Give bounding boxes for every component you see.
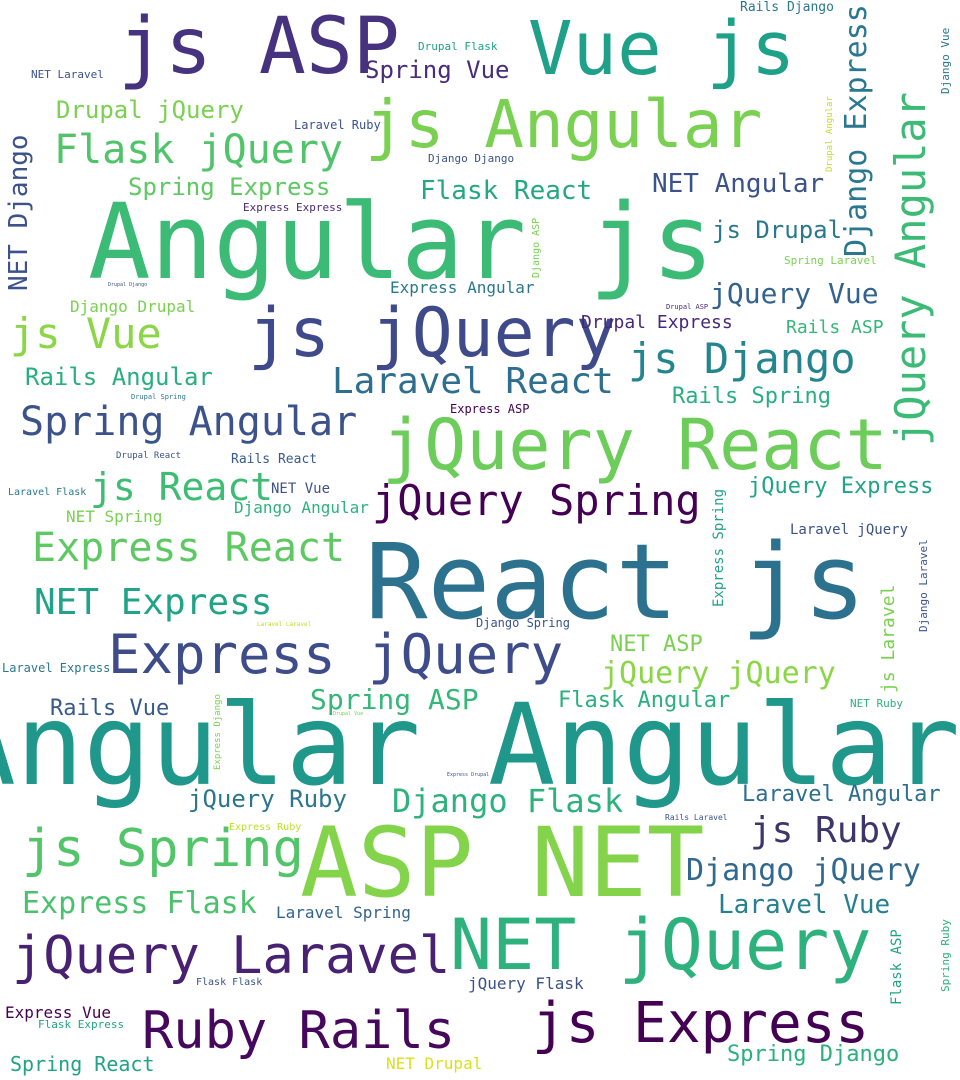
cloud-word: Spring Express bbox=[128, 173, 331, 201]
cloud-word: Django jQuery bbox=[686, 853, 921, 888]
cloud-word: Spring Angular bbox=[20, 399, 358, 445]
cloud-word: js Ruby bbox=[750, 810, 902, 851]
cloud-word: Express Spring bbox=[711, 488, 727, 607]
cloud-word: Django Drupal bbox=[70, 297, 196, 316]
cloud-word: NET Laravel bbox=[31, 68, 104, 81]
cloud-word: Flask ASP bbox=[889, 929, 905, 1005]
cloud-word: Django Angular bbox=[234, 498, 369, 517]
cloud-word: Drupal Vue bbox=[333, 711, 364, 717]
cloud-word: Express Vue bbox=[5, 1003, 111, 1022]
cloud-word: Flask Express bbox=[38, 1018, 125, 1031]
cloud-word: js Drupal bbox=[712, 216, 843, 244]
cloud-word: Django Laravel bbox=[917, 539, 930, 632]
cloud-word: Express Express bbox=[243, 201, 343, 214]
cloud-word: Flask Angular bbox=[558, 688, 731, 713]
cloud-word: Flask jQuery bbox=[54, 127, 343, 173]
cloud-word: Spring ASP bbox=[310, 683, 479, 716]
cloud-word: React js bbox=[365, 521, 866, 643]
cloud-word: Spring Ruby bbox=[939, 919, 952, 992]
cloud-word: Express Ruby bbox=[229, 822, 302, 833]
cloud-word: Express Django bbox=[213, 694, 223, 770]
cloud-word: jQuery Vue bbox=[710, 277, 879, 310]
cloud-word: Spring Laravel bbox=[784, 254, 877, 267]
cloud-word: Spring Django bbox=[727, 1042, 900, 1067]
cloud-word: Ruby Rails bbox=[142, 1001, 456, 1061]
cloud-word: Express Angular bbox=[390, 278, 535, 297]
cloud-word: jQuery Ruby bbox=[188, 785, 347, 813]
cloud-word: Laravel Spring bbox=[276, 903, 411, 922]
cloud-word: Laravel Flask bbox=[8, 487, 87, 498]
cloud-word: Flask React bbox=[420, 176, 593, 206]
cloud-word: NET Spring bbox=[66, 507, 163, 526]
cloud-word: Rails React bbox=[231, 452, 318, 467]
cloud-word: js Vue bbox=[10, 309, 162, 358]
cloud-word: jQuery Angular bbox=[886, 91, 935, 446]
cloud-word: Django Flask bbox=[392, 782, 624, 820]
cloud-word: js React bbox=[90, 465, 274, 509]
cloud-word: Rails Spring bbox=[672, 384, 831, 409]
cloud-word: Drupal ASP bbox=[666, 303, 709, 311]
cloud-word: Laravel Ruby bbox=[294, 118, 381, 132]
cloud-word: NET Django bbox=[4, 134, 34, 291]
cloud-word: Drupal React bbox=[116, 451, 182, 461]
cloud-word: ASP NET bbox=[300, 807, 705, 919]
cloud-word: Drupal Express bbox=[581, 312, 733, 333]
cloud-word: NET jQuery bbox=[450, 904, 872, 986]
cloud-word: Django Django bbox=[428, 152, 515, 165]
cloud-word: Rails Vue bbox=[50, 696, 170, 721]
cloud-word: jQuery Express bbox=[748, 474, 934, 499]
cloud-word: Django Express bbox=[839, 4, 874, 257]
cloud-word: Spring React bbox=[10, 1052, 155, 1076]
cloud-word: Express Drupal bbox=[447, 772, 490, 778]
cloud-word: js Express bbox=[532, 991, 870, 1056]
cloud-word: NET Drupal bbox=[386, 1054, 483, 1073]
cloud-word: Drupal Flask bbox=[418, 40, 498, 53]
cloud-word: jQuery Spring bbox=[372, 476, 701, 525]
cloud-word: NET Vue bbox=[271, 481, 331, 497]
cloud-word: Laravel Angular bbox=[742, 782, 941, 807]
cloud-word: NET Express bbox=[34, 582, 273, 623]
cloud-word: js jQuery bbox=[248, 294, 617, 373]
cloud-word: Laravel Laravel bbox=[257, 621, 312, 628]
cloud-word: Angular js bbox=[88, 181, 715, 303]
cloud-word: Rails Angular bbox=[25, 363, 213, 391]
cloud-word: Django Spring bbox=[476, 616, 570, 630]
cloud-word: Rails ASP bbox=[786, 317, 884, 338]
cloud-word: js ASP bbox=[118, 2, 400, 92]
cloud-word: Express ASP bbox=[450, 402, 530, 416]
cloud-word: jQuery jQuery bbox=[601, 656, 836, 691]
cloud-word: Drupal Angular bbox=[825, 96, 835, 172]
cloud-word: Spring Vue bbox=[365, 56, 510, 84]
cloud-word: Vue js bbox=[528, 6, 796, 92]
cloud-word: Drupal Spring bbox=[131, 393, 186, 401]
cloud-word: Express jQuery bbox=[108, 623, 564, 686]
cloud-word: Laravel Vue bbox=[718, 890, 891, 920]
cloud-word: jQuery Laravel bbox=[12, 926, 451, 986]
cloud-word: Angular Angular bbox=[0, 681, 960, 811]
cloud-word: Rails Django bbox=[740, 0, 834, 15]
cloud-word: Rails Laravel bbox=[665, 813, 728, 822]
cloud-word: Express React bbox=[32, 525, 346, 571]
cloud-word: js Laravel bbox=[878, 584, 899, 693]
cloud-word: Drupal Django bbox=[108, 282, 148, 288]
cloud-word: jQuery Flask bbox=[468, 974, 584, 993]
cloud-word: Express Flask bbox=[22, 886, 257, 921]
cloud-word: NET ASP bbox=[610, 632, 703, 657]
cloud-word: js Spring bbox=[22, 819, 304, 879]
cloud-word: Django ASP bbox=[531, 217, 542, 278]
cloud-word: Laravel React bbox=[332, 361, 614, 402]
cloud-word: Laravel Express bbox=[2, 661, 111, 675]
cloud-word: Flask Flask bbox=[196, 977, 263, 988]
cloud-word: Laravel jQuery bbox=[790, 522, 909, 538]
cloud-word: js Angular bbox=[365, 86, 763, 163]
cloud-word: NET Angular bbox=[652, 169, 825, 199]
cloud-word: Drupal jQuery bbox=[56, 96, 244, 124]
cloud-word: NET Ruby bbox=[850, 697, 903, 710]
cloud-word: jQuery React bbox=[382, 404, 888, 486]
cloud-word: Django Vue bbox=[939, 27, 952, 94]
cloud-word: js Django bbox=[628, 334, 856, 383]
